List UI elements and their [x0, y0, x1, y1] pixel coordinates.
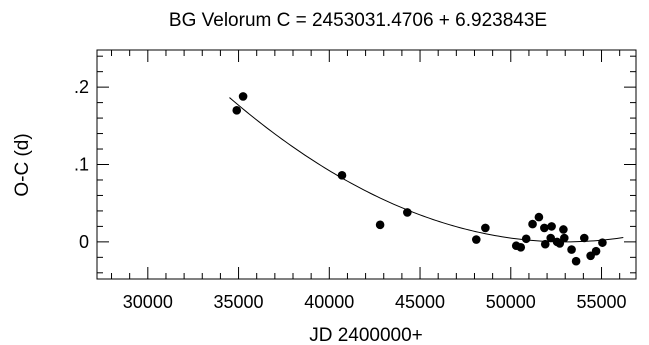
x-tick-label: 50000 — [486, 292, 536, 312]
data-point — [471, 235, 481, 244]
data-point — [571, 256, 581, 266]
x-tick-label: 55000 — [576, 292, 626, 312]
data-point — [547, 222, 556, 231]
x-axis-label: JD 2400000+ — [309, 325, 423, 345]
data-point — [567, 245, 576, 254]
data-point — [560, 233, 569, 243]
y-tick-label: 0 — [79, 232, 89, 252]
x-tick-label: 35000 — [214, 292, 264, 312]
data-point — [403, 208, 412, 217]
data-point — [559, 225, 568, 234]
data-point — [375, 220, 385, 230]
data-point — [546, 233, 556, 243]
data-point — [540, 239, 550, 249]
data-point — [337, 171, 347, 180]
x-tick-label: 30000 — [123, 292, 173, 312]
y-tick-label: .1 — [74, 155, 89, 175]
x-tick-label: 40000 — [304, 292, 354, 312]
data-point — [591, 246, 601, 256]
data-point — [521, 234, 531, 244]
data-point — [579, 233, 589, 243]
data-point — [232, 106, 242, 115]
data-point — [481, 223, 490, 233]
chart-title: BG Velorum C = 2453031.4706 + 6.923843E — [169, 10, 547, 31]
data-point — [598, 238, 607, 247]
x-tick-label: 45000 — [395, 292, 445, 312]
y-axis-label: O-C (d) — [12, 133, 33, 196]
data-point — [238, 92, 248, 101]
data-point — [534, 212, 544, 222]
data-point — [528, 219, 537, 229]
fit-curve — [229, 97, 624, 243]
data-point — [540, 223, 549, 233]
plot-area: 30000 35000 40000 45000 50000 55000 0 .1 .2 — [74, 49, 637, 312]
data-point — [516, 242, 526, 252]
y-tick-label: .2 — [74, 77, 89, 97]
